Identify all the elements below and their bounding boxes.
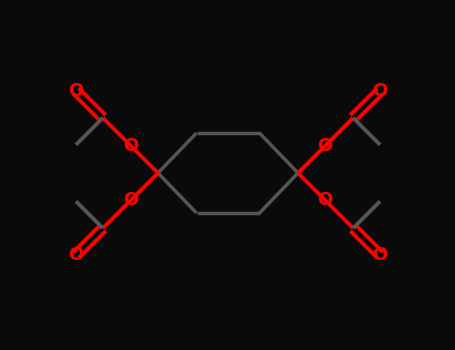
Text: O: O [317,137,333,155]
Text: O: O [123,191,139,209]
Text: O: O [68,246,84,264]
Text: O: O [372,82,388,100]
Text: O: O [317,191,333,209]
Text: O: O [372,246,388,264]
Text: O: O [123,137,139,155]
Text: O: O [68,82,84,100]
